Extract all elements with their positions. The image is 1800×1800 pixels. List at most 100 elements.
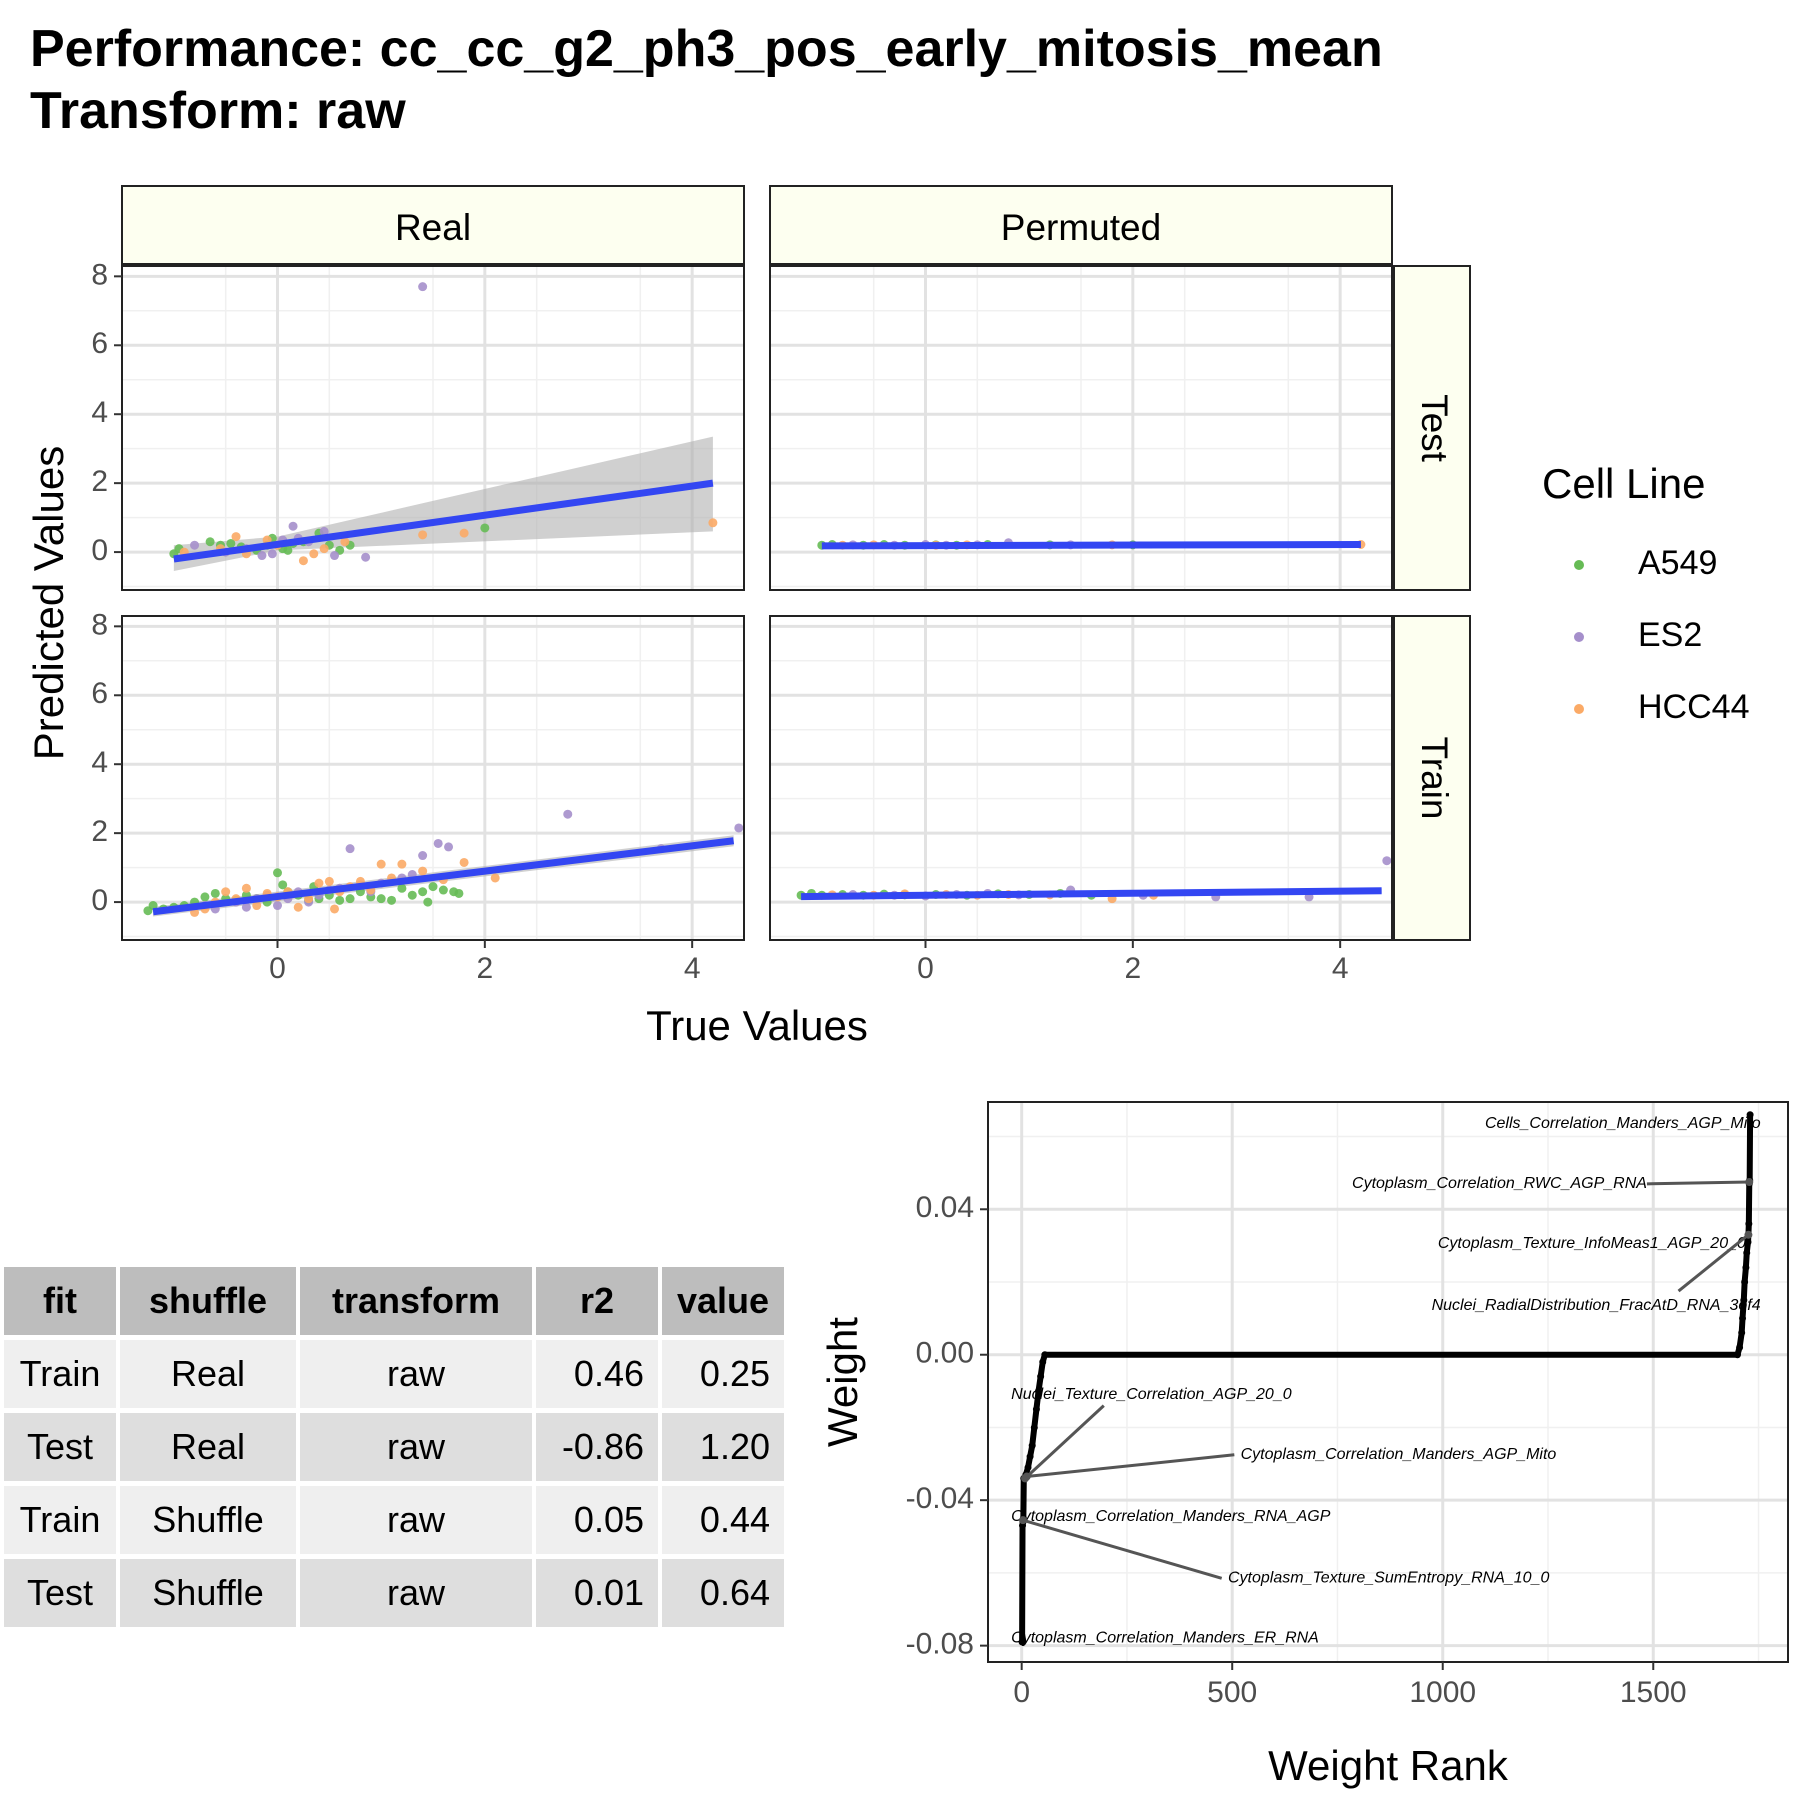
feature-label: Cytoplasm_Texture_SumEntropy_RNA_10_0 [1228,1570,1549,1587]
table-cell-r2: 0.46 [536,1340,658,1408]
point-a549 [397,883,407,893]
point-hcc44 [252,901,262,911]
title-line-1: Performance: cc_cc_g2_ph3_pos_early_mito… [30,20,1383,78]
y-tick-label: -0.08 [906,1628,974,1661]
weight-point [1742,1263,1750,1271]
annotation-arrowhead [1745,1178,1754,1186]
feature-label: Cytoplasm_Correlation_Manders_RNA_AGP [1011,1508,1331,1525]
table-cell-value: 0.64 [662,1559,784,1627]
y-tick-label: 6 [91,677,108,710]
table-cell-fit: Test [4,1413,116,1481]
weight-curve [1019,1114,1754,1643]
weight-point [1026,1453,1034,1461]
point-a549 [407,890,417,900]
point-hcc44 [708,518,718,528]
facet-strip-label: Permuted [1001,207,1161,248]
weight-point [1733,1351,1741,1359]
x-axis-title: Weight Rank [1268,1742,1509,1789]
facet-strip-label: Test [1414,394,1455,463]
x-tick-label: 0 [917,952,934,985]
point-es2 [444,842,454,852]
table-cell-shuffle: Shuffle [120,1486,296,1554]
weight-point [1037,1373,1045,1381]
point-es2 [288,521,298,531]
x-tick-label: 2 [1124,952,1141,985]
y-tick-label: 0 [91,534,108,567]
facet-strip-label: Real [395,207,471,248]
weight-point [1032,1405,1040,1413]
point-hcc44 [376,859,386,869]
y-tick-label: -0.04 [906,1482,974,1515]
point-hcc44 [459,528,469,538]
table-row: Test Real raw -0.86 1.20 [4,1413,784,1481]
facet-panel-permuted-test [769,265,1393,591]
table-cell-r2: -0.86 [536,1413,658,1481]
x-tick-label: 0 [1013,1676,1030,1709]
table-cell-transform: raw [300,1559,532,1627]
point-hcc44 [324,876,334,886]
table-cell-value: 0.44 [662,1486,784,1554]
y-tick-label: 0.00 [916,1337,974,1370]
x-tick-label: 500 [1207,1676,1257,1709]
point-hcc44 [221,887,231,897]
y-tick-label: 6 [91,327,108,360]
y-tick-label: 2 [91,815,108,848]
table-header-transform: transform [300,1267,532,1335]
y-tick-label: 8 [91,258,108,291]
point-a549 [210,888,220,898]
weight-point [1741,1278,1749,1286]
point-hcc44 [319,544,329,554]
y-tick-label: 8 [91,608,108,641]
x-tick-label: 0 [269,952,286,985]
y-tick-label: 4 [91,746,108,779]
point-es2 [319,526,329,536]
point-es2 [273,901,282,911]
point-hcc44 [241,883,251,893]
table-cell-r2: 0.05 [536,1486,658,1554]
annotation-arrow [1677,1233,1750,1293]
point-a549 [148,901,158,911]
weight-point [1744,1238,1752,1246]
point-es2 [241,902,251,912]
table-row: Train Shuffle raw 0.05 0.44 [4,1486,784,1554]
point-hcc44 [314,878,324,888]
point-a549 [335,895,345,905]
x-axis-title: True Values [646,1002,868,1049]
regression-line [152,837,735,916]
point-hcc44 [330,904,340,914]
table-cell-transform: raw [300,1340,532,1408]
feature-label: Cells_Correlation_Manders_AGP_Mito [1485,1115,1761,1132]
facet-strip-label: Train [1414,737,1455,820]
weight-point [1745,1220,1753,1228]
weight-point [1738,1329,1746,1337]
legend-label: A549 [1638,544,1717,582]
x-tick-label: 2 [476,952,493,985]
y-tick-label: 0 [91,884,108,917]
facet-strip-real [121,185,745,265]
point-hcc44 [293,902,303,912]
legend-label: HCC44 [1638,688,1749,726]
x-tick-label: 1500 [1620,1676,1687,1709]
title-line-2: Transform: raw [30,82,406,140]
y-axis-title: Weight [819,1317,866,1447]
weight-point [1028,1442,1036,1450]
point-hcc44 [309,549,319,559]
legend-swatch-hcc44 [1574,704,1584,714]
weight-point [1030,1423,1038,1431]
feature-label: Nuclei_Texture_Correlation_AGP_20_0 [1011,1386,1292,1403]
point-es2 [190,540,200,550]
table-cell-shuffle: Real [120,1340,296,1408]
point-es2 [345,844,355,854]
point-hcc44 [418,530,428,540]
legend: Cell Line A549 ES2 HCC44 [1542,460,1749,726]
weight-point [1041,1351,1049,1359]
x-tick-label: 4 [684,952,701,985]
annotation-arrow [1646,1180,1750,1186]
table-row: Train Real raw 0.46 0.25 [4,1340,784,1408]
point-a549 [278,880,288,890]
table-cell-value: 0.25 [662,1340,784,1408]
annotation-arrowhead [1018,1516,1027,1525]
point-a549 [200,892,210,902]
weight-point [1739,1314,1747,1322]
point-a549 [423,897,433,907]
